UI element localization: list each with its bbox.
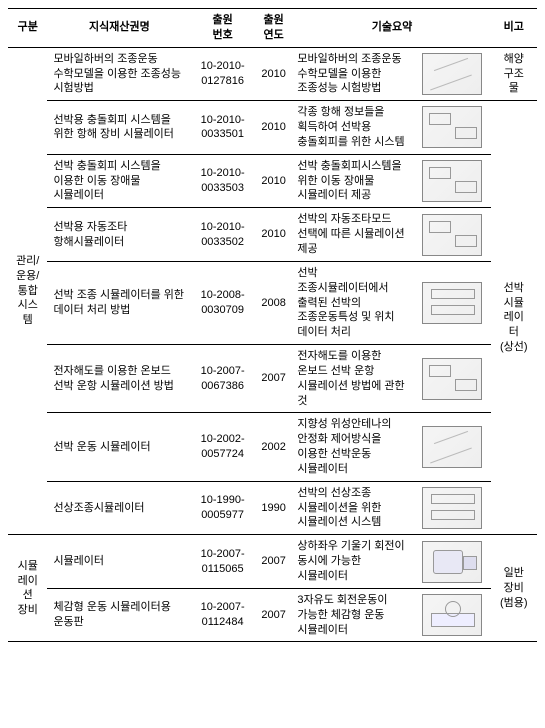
thumbnail-cell [414, 413, 491, 481]
ip-name: 선박 조종 시뮬레이터를 위한 데이터 처리 방법 [47, 261, 191, 344]
patent-thumb-icon [422, 541, 482, 583]
app-year: 2007 [254, 588, 293, 642]
thumbnail-cell [414, 481, 491, 535]
note-cell: 해양구조물 [491, 47, 537, 101]
app-year: 2010 [254, 208, 293, 262]
table-row: 관리/운용/통합시스템 모바일하버의 조종운동 수학모델을 이용한 조종성능 시… [8, 47, 537, 101]
thumbnail-cell [414, 208, 491, 262]
col-app-year: 출원연도 [254, 9, 293, 48]
thumbnail-cell [414, 154, 491, 208]
ip-name: 체감형 운동 시뮬레이터용 운동판 [47, 588, 191, 642]
summary-text: 전자해도를 이용한 온보드 선박 운항 시뮬레이션 방법에 관한 것 [293, 345, 414, 413]
ip-table: 구분 지식재산권명 출원번호 출원연도 기술요약 비고 관리/운용/통합시스템 … [8, 8, 537, 642]
thumbnail-cell [414, 535, 491, 589]
summary-text: 상하좌우 기울기 회전이 동시에 가능한 시뮬레이터 [293, 535, 414, 589]
app-year: 2010 [254, 47, 293, 101]
app-year: 2010 [254, 154, 293, 208]
app-no: 10-2010-0033502 [191, 208, 254, 262]
patent-thumb-icon [422, 53, 482, 95]
table-row: 선박 충돌회피 시스템을 이용한 이동 장애물 시뮬레이터 10-2010-00… [8, 154, 537, 208]
table-row: 선박용 자동조타 항해시뮬레이터 10-2010-0033502 2010 선박… [8, 208, 537, 262]
app-year: 2010 [254, 101, 293, 155]
table-row: 선상조종시뮬레이터 10-1990-0005977 1990 선박의 선상조종 … [8, 481, 537, 535]
patent-thumb-icon [422, 594, 482, 636]
app-no: 10-2007-0112484 [191, 588, 254, 642]
note-cell: 일반장비(범용) [491, 535, 537, 642]
thumbnail-cell [414, 47, 491, 101]
patent-thumb-icon [422, 282, 482, 324]
ip-name: 선박용 자동조타 항해시뮬레이터 [47, 208, 191, 262]
category-cell: 시뮬레이션장비 [8, 535, 47, 642]
app-year: 2007 [254, 345, 293, 413]
app-no: 10-2010-0127816 [191, 47, 254, 101]
table-row: 선박 조종 시뮬레이터를 위한 데이터 처리 방법 10-2008-003070… [8, 261, 537, 344]
ip-name: 선박 충돌회피 시스템을 이용한 이동 장애물 시뮬레이터 [47, 154, 191, 208]
summary-text: 모바일하버의 조종운동 수학모델을 이용한 조종성능 시험방법 [293, 47, 414, 101]
table-row: 시뮬레이션장비 시뮬레이터 10-2007-0115065 2007 상하좌우 … [8, 535, 537, 589]
patent-thumb-icon [422, 426, 482, 468]
col-note: 비고 [491, 9, 537, 48]
summary-text: 선박의 자동조타모드 선택에 따른 시뮬레이션 제공 [293, 208, 414, 262]
patent-thumb-icon [422, 106, 482, 148]
summary-text: 3자유도 회전운동이 가능한 체감형 운동 시뮬레이터 [293, 588, 414, 642]
note-cell: 선박시뮬레이터(상선) [491, 101, 537, 535]
app-year: 1990 [254, 481, 293, 535]
app-no: 10-2007-0067386 [191, 345, 254, 413]
summary-text: 각종 항해 정보들을 획득하여 선박용 충돌회피를 위한 시스템 [293, 101, 414, 155]
col-summary: 기술요약 [293, 9, 490, 48]
app-no: 10-2002-0057724 [191, 413, 254, 481]
ip-name: 모바일하버의 조종운동 수학모델을 이용한 조종성능 시험방법 [47, 47, 191, 101]
table-row: 선박 운동 시뮬레이터 10-2002-0057724 2002 지향성 위성안… [8, 413, 537, 481]
category-cell: 관리/운용/통합시스템 [8, 47, 47, 535]
col-app-no: 출원번호 [191, 9, 254, 48]
ip-name: 선박 운동 시뮬레이터 [47, 413, 191, 481]
thumbnail-cell [414, 261, 491, 344]
ip-name: 선박용 충돌회피 시스템을 위한 항해 장비 시뮬레이터 [47, 101, 191, 155]
patent-thumb-icon [422, 358, 482, 400]
summary-text: 선박 충돌회피시스템을 위한 이동 장애물 시뮬레이터 제공 [293, 154, 414, 208]
patent-thumb-icon [422, 214, 482, 256]
summary-text: 선박의 선상조종 시뮬레이션을 위한 시뮬레이션 시스템 [293, 481, 414, 535]
app-no: 10-2010-0033501 [191, 101, 254, 155]
thumbnail-cell [414, 588, 491, 642]
patent-thumb-icon [422, 160, 482, 202]
app-year: 2008 [254, 261, 293, 344]
thumbnail-cell [414, 101, 491, 155]
summary-text: 지향성 위성안테나의 안정화 제어방식을 이용한 선박운동 시뮬레이터 [293, 413, 414, 481]
table-row: 체감형 운동 시뮬레이터용 운동판 10-2007-0112484 2007 3… [8, 588, 537, 642]
table-row: 선박용 충돌회피 시스템을 위한 항해 장비 시뮬레이터 10-2010-003… [8, 101, 537, 155]
patent-thumb-icon [422, 487, 482, 529]
ip-name: 전자해도를 이용한 온보드 선박 운항 시뮬레이션 방법 [47, 345, 191, 413]
ip-name: 선상조종시뮬레이터 [47, 481, 191, 535]
app-year: 2002 [254, 413, 293, 481]
app-no: 10-2010-0033503 [191, 154, 254, 208]
thumbnail-cell [414, 345, 491, 413]
app-year: 2007 [254, 535, 293, 589]
app-no: 10-2008-0030709 [191, 261, 254, 344]
summary-text: 선박 조종시뮬레이터에서 출력된 선박의 조종운동특성 및 위치 데이터 처리 [293, 261, 414, 344]
ip-name: 시뮬레이터 [47, 535, 191, 589]
app-no: 10-2007-0115065 [191, 535, 254, 589]
col-ip-name: 지식재산권명 [47, 9, 191, 48]
app-no: 10-1990-0005977 [191, 481, 254, 535]
header-row: 구분 지식재산권명 출원번호 출원연도 기술요약 비고 [8, 9, 537, 48]
table-row: 전자해도를 이용한 온보드 선박 운항 시뮬레이션 방법 10-2007-006… [8, 345, 537, 413]
col-category: 구분 [8, 9, 47, 48]
